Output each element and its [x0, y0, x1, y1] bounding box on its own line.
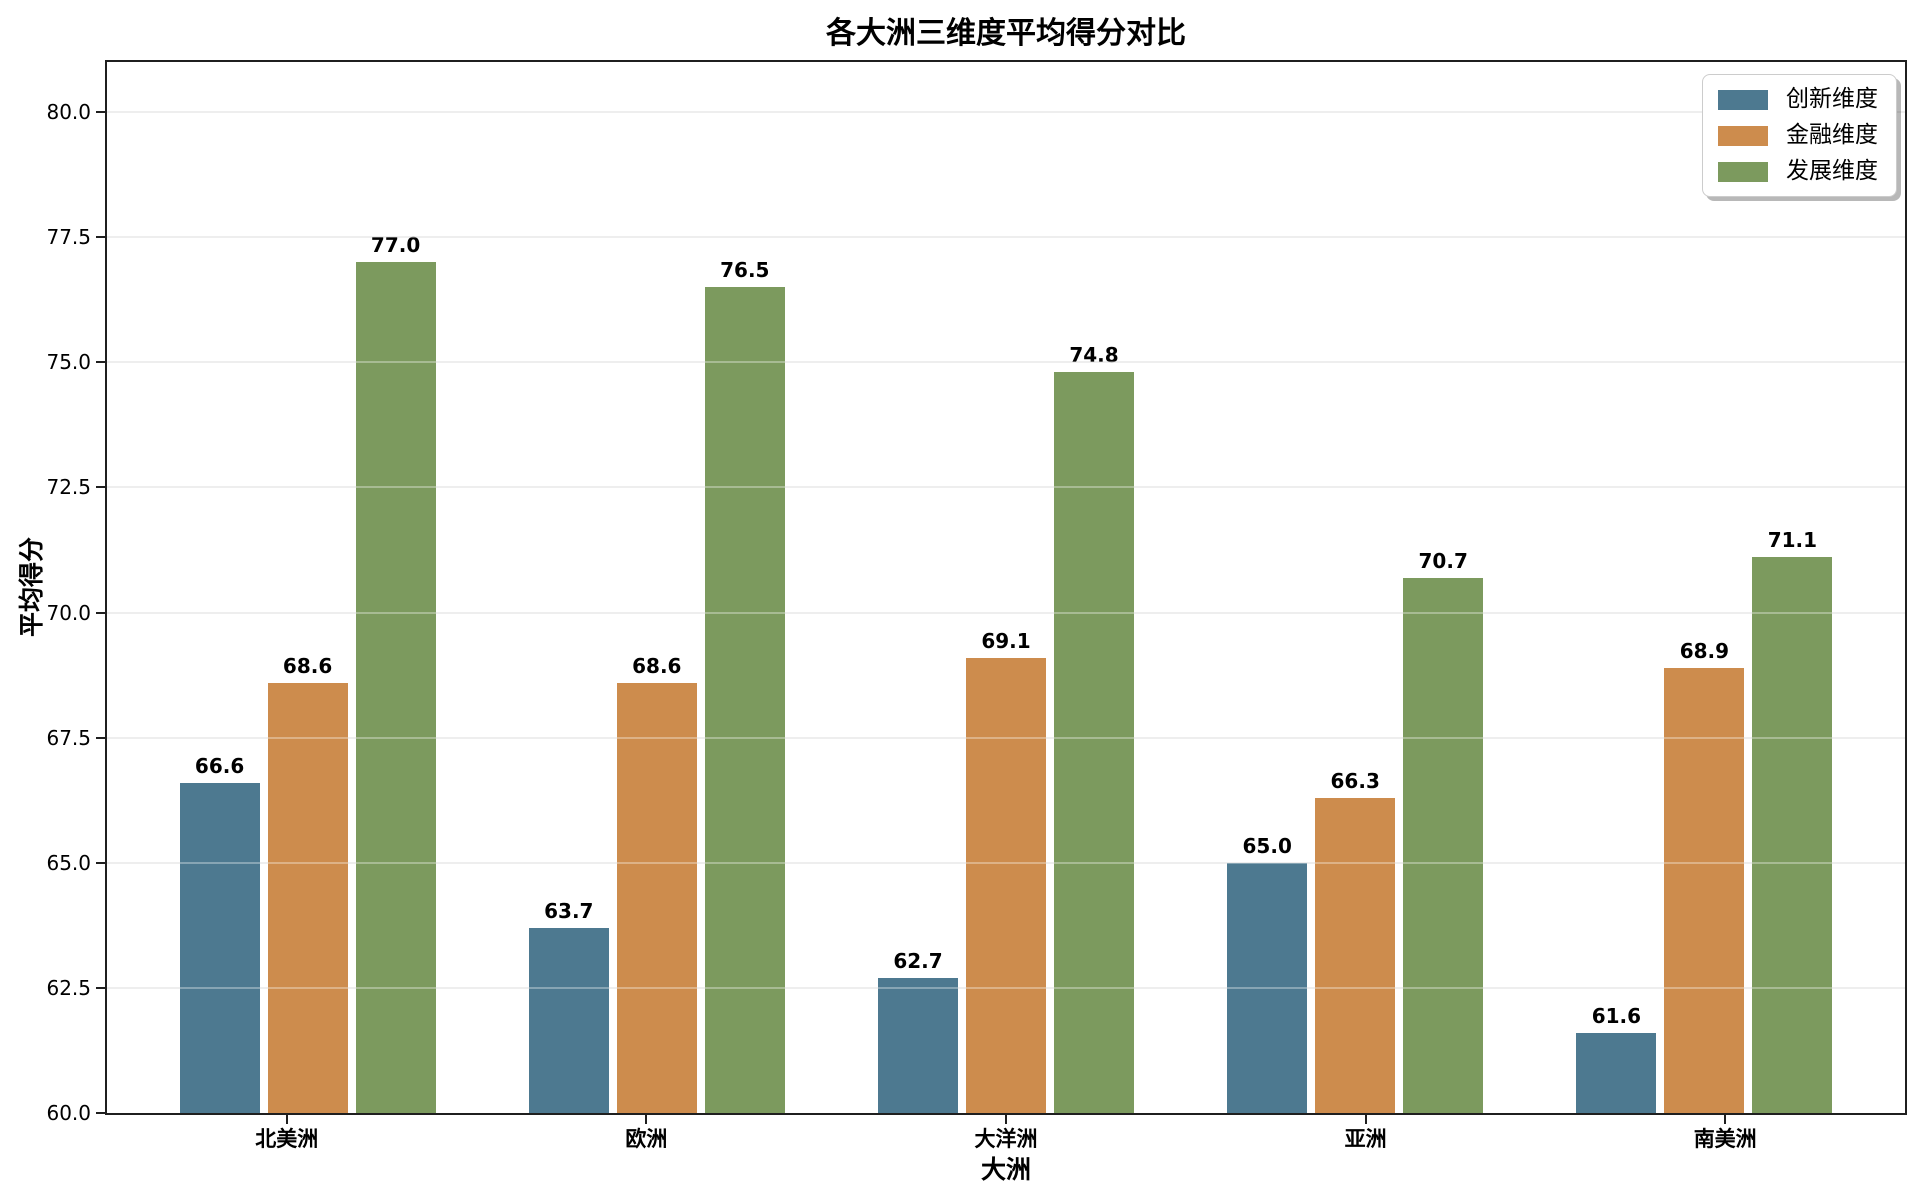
bar-column: 62.7 [878, 62, 958, 1113]
gridline [107, 111, 1905, 114]
bar-value-label: 63.7 [544, 898, 594, 923]
bar-column: 69.1 [966, 62, 1046, 1113]
gridline [107, 236, 1905, 239]
gridline [107, 611, 1905, 614]
bar-value-label: 61.6 [1591, 1003, 1642, 1028]
bar-group: 61.6 68.9 71.1 [1530, 62, 1879, 1113]
bar-value-label: 68.6 [282, 653, 333, 678]
y-tick-label: 67.5 [46, 725, 91, 750]
bar-value-label: 68.6 [632, 653, 682, 678]
bar-group: 63.7 68.6 76.5 [482, 62, 831, 1113]
y-tick-mark [96, 986, 105, 989]
bar-column: 66.6 [179, 62, 260, 1113]
bar [616, 682, 697, 1113]
y-tick-mark [96, 361, 105, 364]
gridline [107, 361, 1905, 364]
x-tick-label: 南美洲 [1693, 1127, 1757, 1151]
bar-column: 71.1 [1752, 62, 1833, 1113]
x-tick-label: 亚洲 [1344, 1127, 1387, 1151]
bar [355, 262, 436, 1113]
plot-area: 66.6 68.6 77.0 63.7 68.6 76.5 62.7 69.1 74.8 65.0… [46, 60, 1907, 1150]
bar-value-label: 62.7 [893, 948, 943, 973]
bar-value-label: 66.3 [1330, 768, 1380, 793]
y-tick-label: 70.0 [46, 600, 91, 625]
legend-swatch [1718, 161, 1768, 182]
bar-column: 70.7 [1403, 62, 1484, 1113]
legend-label: 发展维度 [1786, 158, 1878, 184]
bar [528, 927, 609, 1113]
y-tick-label: 62.5 [46, 975, 91, 1000]
x-tick-label: 大洋洲 [974, 1127, 1038, 1151]
y-tick-label: 65.0 [46, 850, 91, 875]
legend: 创新维度金融维度发展维度 [1702, 74, 1897, 197]
y-tick-mark [96, 1112, 105, 1114]
bar [1403, 577, 1484, 1113]
bar-column: 66.3 [1315, 62, 1396, 1113]
bar [1752, 557, 1833, 1113]
bar-value-label: 76.5 [720, 258, 770, 283]
bar [966, 657, 1046, 1113]
bar-column: 76.5 [704, 62, 785, 1113]
y-tick-mark [96, 486, 105, 489]
legend-swatch [1718, 89, 1768, 110]
bar [1576, 1032, 1657, 1113]
y-tick-mark [96, 236, 105, 239]
x-tick-mark [645, 1115, 648, 1124]
legend-label: 创新维度 [1786, 86, 1878, 112]
bar-group: 62.7 69.1 74.8 [831, 62, 1180, 1113]
y-tick-label: 72.5 [46, 475, 91, 500]
bar-value-label: 66.6 [194, 753, 245, 778]
legend-label: 金融维度 [1786, 122, 1878, 148]
x-tick-mark [1724, 1115, 1727, 1124]
y-axis-label: 平均得分 [17, 536, 46, 638]
y-tick-label: 75.0 [46, 350, 91, 375]
chart-title: 各大洲三维度平均得分对比 [826, 16, 1186, 51]
bar-group: 66.6 68.6 77.0 [133, 62, 482, 1113]
bar-column: 68.6 [267, 62, 348, 1113]
bar [704, 287, 785, 1113]
y-tick-label: 80.0 [46, 100, 91, 125]
x-tick-label: 北美洲 [255, 1127, 319, 1151]
x-tick-mark [1364, 1115, 1367, 1124]
bar-value-label: 68.9 [1679, 638, 1730, 663]
bar [878, 977, 958, 1113]
y-tick-mark [96, 861, 105, 864]
legend-swatch [1718, 125, 1768, 146]
bar-column: 68.9 [1664, 62, 1745, 1113]
gridline [107, 486, 1905, 489]
bar-value-label: 69.1 [981, 628, 1031, 653]
y-tick-label: 60.0 [46, 1101, 91, 1125]
bar-value-label: 77.0 [370, 233, 421, 258]
bar-value-label: 65.0 [1242, 833, 1292, 858]
bar-group: 65.0 66.3 70.7 [1181, 62, 1530, 1113]
legend-entry: 金融维度 [1718, 124, 1878, 147]
bar [267, 682, 348, 1113]
y-tick-mark [96, 736, 105, 739]
legend-entry: 发展维度 [1718, 160, 1878, 183]
bar [1227, 862, 1308, 1113]
bar-value-label: 74.8 [1069, 343, 1119, 368]
legend-entry: 创新维度 [1718, 88, 1878, 111]
bar-groups: 66.6 68.6 77.0 63.7 68.6 76.5 62.7 69.1 74.8 65.0… [107, 62, 1905, 1113]
y-tick-mark [96, 111, 105, 114]
bar-column: 61.6 [1576, 62, 1657, 1113]
bar [1664, 667, 1745, 1113]
bar-column: 65.0 [1227, 62, 1308, 1113]
bar-column: 74.8 [1054, 62, 1134, 1113]
y-tick-label: 77.5 [46, 225, 91, 250]
x-tick-mark [1005, 1115, 1007, 1124]
bar-column: 77.0 [355, 62, 436, 1113]
bar [1315, 797, 1396, 1113]
x-axis-label: 大洲 [980, 1155, 1032, 1184]
bar-column: 68.6 [616, 62, 697, 1113]
x-tick-label: 欧洲 [625, 1127, 668, 1151]
y-tick-mark [96, 611, 105, 614]
bar-value-label: 71.1 [1767, 528, 1818, 553]
bar [179, 782, 260, 1113]
bar [1054, 372, 1134, 1113]
x-tick-mark [285, 1115, 288, 1124]
bar-value-label: 70.7 [1418, 548, 1468, 573]
bar-column: 63.7 [528, 62, 609, 1113]
